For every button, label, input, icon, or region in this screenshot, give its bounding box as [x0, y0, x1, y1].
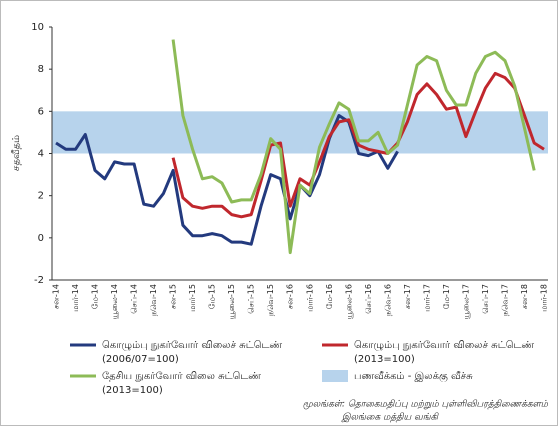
x-tick-label: மே-15: [208, 284, 217, 309]
x-tick-label: மே-17: [442, 284, 451, 309]
series-line: [171, 71, 545, 219]
y-tick-label: 6: [38, 106, 44, 117]
x-tick-label: சன-15: [169, 284, 178, 309]
legend-label: பணவீக்கம் - இலக்கு வீச்சு: [354, 371, 473, 383]
series-line: [55, 114, 399, 246]
x-tick-label: செப்-14: [130, 284, 139, 314]
x-tick-label: மே-16: [325, 284, 334, 309]
x-tick-label: மார்-16: [305, 284, 314, 312]
legend-note: (2006/07=100): [102, 354, 179, 365]
x-tick-label: நவெ-16: [383, 284, 392, 316]
legend-swatch: [322, 370, 348, 382]
x-tick-label: நவெ-17: [500, 284, 509, 316]
y-tick-label: 10: [31, 22, 44, 33]
x-tick-label: செப்-17: [481, 284, 490, 314]
x-tick-label: சன-17: [403, 284, 412, 309]
x-tick-label: சன-16: [286, 284, 295, 309]
x-tick-label: செப்-16: [364, 284, 373, 314]
x-tick-label: யூலை-17: [461, 284, 470, 319]
y-tick-label: -2: [34, 275, 44, 286]
y-tick-label: 4: [38, 149, 44, 160]
x-tick-label: சன-14: [52, 284, 61, 309]
x-tick-label: மார்-14: [71, 284, 80, 312]
x-tick-label: நவெ-15: [266, 284, 275, 316]
legend-label: கொழும்பு நுகர்வோர் விலைச் சுட்டெண்: [354, 340, 534, 351]
x-tick-label: நவெ-14: [149, 284, 158, 316]
x-tick-label: மார்-18: [540, 284, 549, 312]
x-tick-label: யூலை-15: [227, 284, 236, 319]
y-tick-label: 8: [38, 64, 44, 75]
legend-label: தேசிய நுகர்வோர் விலை சுட்டெண்: [102, 371, 261, 382]
x-tick-label: மே-14: [91, 284, 100, 309]
source: மூலங்கள்: தொகைமதிப்பு மற்றும் புள்ளிவிபர…: [303, 399, 549, 410]
x-tick-label: யூலை-14: [110, 284, 119, 319]
legend-note: (2013=100): [354, 354, 415, 365]
y-tick-label: 2: [38, 191, 44, 202]
x-tick-label: மார்-15: [188, 284, 197, 312]
source: இலங்கை மத்திய வங்கி: [341, 412, 440, 423]
x-tick-label: மார்-17: [422, 284, 431, 312]
legend-note: (2013=100): [102, 385, 163, 396]
y-tick-label: 0: [38, 233, 44, 244]
x-tick-label: யூலை-16: [344, 284, 353, 319]
legend-label: கொழும்பு நுகர்வோர் விலைச் சுட்டெண்: [102, 340, 282, 351]
x-tick-label: செப்-15: [247, 284, 256, 314]
series-line: [171, 39, 536, 255]
y-axis-label: சதவீதம்: [11, 135, 22, 171]
x-tick-label: சன-18: [520, 284, 529, 309]
